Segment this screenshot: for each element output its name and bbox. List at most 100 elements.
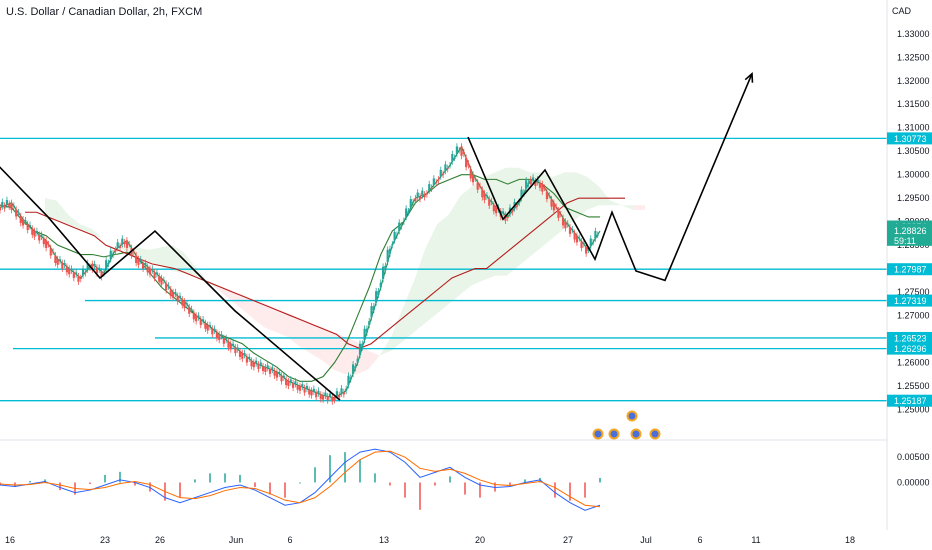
- cloud-segment: [575, 172, 588, 220]
- macd-histogram-bar: [89, 482, 91, 484]
- macd-tick-label: 0.00000: [897, 477, 930, 487]
- cloud-segment: [471, 177, 484, 286]
- macd-histogram-bar: [209, 473, 211, 483]
- candle-body: [33, 231, 36, 237]
- candle-body: [47, 244, 50, 246]
- candle-body: [405, 208, 408, 217]
- candle-body: [222, 338, 225, 344]
- candle-body: [465, 157, 468, 168]
- cloud-segment: [425, 223, 438, 323]
- cloud-segment: [102, 238, 115, 243]
- candle-body: [552, 202, 555, 211]
- flag-icon: [610, 430, 618, 438]
- candle-body: [188, 307, 191, 314]
- cloud-segment: [564, 172, 576, 229]
- candle-body: [107, 262, 110, 264]
- cloud-segment: [91, 228, 103, 239]
- candle-body: [338, 394, 341, 398]
- candle-body: [488, 199, 491, 206]
- x-tick-label: 13: [379, 535, 389, 545]
- macd-histogram-bar: [449, 476, 451, 483]
- candle-body: [185, 303, 189, 305]
- macd-histogram-bar: [299, 482, 301, 484]
- candle-body: [45, 240, 48, 248]
- candle-body: [123, 242, 126, 245]
- candle-body: [68, 268, 71, 275]
- cloud-segment: [171, 245, 184, 274]
- candle-body: [118, 246, 122, 248]
- candle-body: [351, 364, 355, 374]
- x-tick-label: 16: [5, 535, 15, 545]
- candle-body: [183, 301, 186, 309]
- candle-body: [368, 321, 371, 325]
- candle-body: [522, 192, 525, 194]
- x-tick-label: 6: [287, 535, 292, 545]
- candle-body: [557, 210, 560, 218]
- candle-body: [534, 181, 537, 186]
- candle-body: [17, 212, 20, 214]
- candle-body: [250, 360, 253, 367]
- candle-body: [109, 250, 112, 260]
- candle-body: [432, 178, 435, 186]
- candle-body: [128, 244, 131, 246]
- candle-body: [384, 265, 387, 271]
- cloud-segment: [183, 252, 195, 276]
- candle-body: [527, 183, 530, 185]
- candle-body: [437, 179, 440, 181]
- candle-body: [531, 177, 535, 181]
- candle-body: [192, 312, 195, 320]
- candle-body: [409, 199, 412, 208]
- candle-body: [167, 285, 170, 287]
- candle-body: [589, 238, 592, 247]
- candle-body: [446, 168, 449, 170]
- cloud-segment: [310, 322, 322, 361]
- candle-body: [91, 263, 94, 270]
- candle-body: [395, 234, 399, 236]
- candle-body: [515, 205, 519, 207]
- candle-body: [141, 262, 145, 269]
- candle-body: [261, 366, 265, 371]
- candle-body: [197, 315, 200, 318]
- candle-body: [259, 362, 262, 366]
- candle-body: [365, 328, 369, 333]
- candle-body: [358, 343, 362, 356]
- candle-body: [305, 385, 309, 389]
- candle-body: [190, 308, 193, 310]
- cloud-segment: [56, 200, 69, 224]
- candle-body: [596, 234, 599, 236]
- candle-body: [386, 249, 389, 263]
- candle-body: [501, 211, 505, 214]
- candle-body: [139, 259, 142, 262]
- candle-body: [564, 221, 567, 229]
- candle-body: [225, 338, 228, 340]
- candle-body: [28, 224, 32, 227]
- cloud-segment: [495, 167, 507, 276]
- x-tick-label: 18: [845, 535, 855, 545]
- ichimoku-cloud: [45, 167, 645, 375]
- candle-body: [379, 282, 382, 288]
- candle-body: [375, 291, 378, 303]
- candle-body: [476, 182, 479, 190]
- macd-panel: 0.00500 0.00000: [0, 448, 930, 511]
- candle-body: [100, 271, 103, 278]
- candle-body: [462, 152, 465, 155]
- candle-body: [49, 247, 52, 256]
- candle-body: [211, 328, 214, 335]
- candle-body: [455, 146, 459, 155]
- candle-body: [12, 205, 15, 207]
- candle-body: [280, 375, 283, 382]
- candle-body: [213, 328, 216, 331]
- event-icons: [591, 409, 662, 441]
- x-tick-label: Jun: [229, 535, 244, 545]
- candle-body: [86, 262, 89, 270]
- zigzag-down: [0, 166, 341, 401]
- candle-body: [285, 379, 288, 386]
- candle-body: [407, 211, 410, 213]
- macd-histogram-bar: [329, 455, 331, 483]
- candle-body: [354, 366, 357, 369]
- cloud-segment: [264, 303, 276, 332]
- candle-body: [243, 353, 246, 356]
- candle-body: [158, 276, 161, 282]
- candle-body: [98, 267, 101, 270]
